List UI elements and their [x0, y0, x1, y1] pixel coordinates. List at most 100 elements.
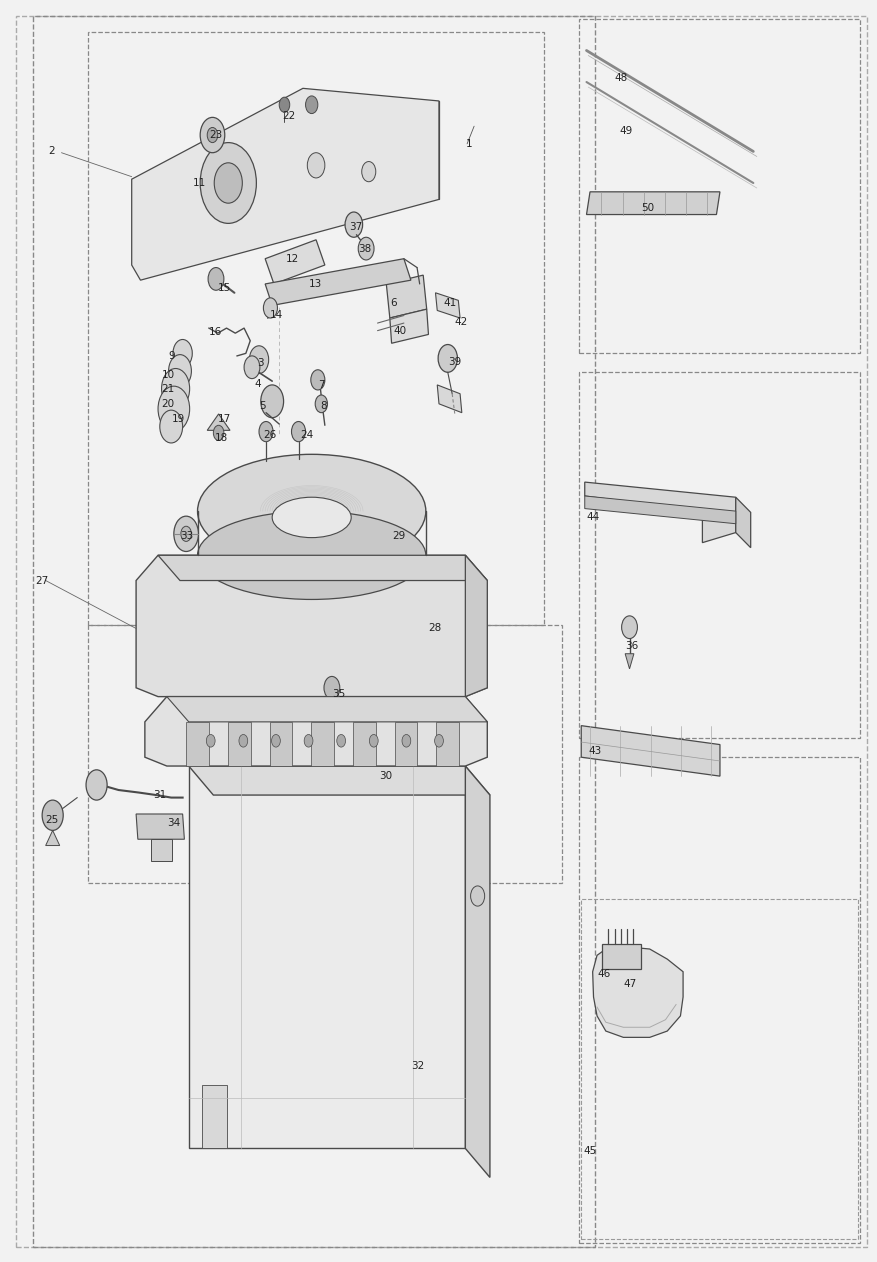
Text: 2: 2 [48, 146, 55, 156]
Circle shape [206, 734, 215, 747]
Text: 23: 23 [209, 130, 222, 140]
Polygon shape [136, 814, 184, 839]
Circle shape [200, 117, 225, 153]
Ellipse shape [197, 511, 425, 599]
Polygon shape [265, 259, 410, 305]
Text: 42: 42 [454, 317, 467, 327]
Polygon shape [584, 482, 735, 543]
Text: 31: 31 [153, 790, 167, 800]
Circle shape [369, 734, 378, 747]
Text: 34: 34 [167, 818, 180, 828]
Circle shape [263, 298, 277, 318]
Circle shape [200, 143, 256, 223]
Text: 21: 21 [161, 384, 175, 394]
Circle shape [259, 422, 273, 442]
Text: 30: 30 [379, 771, 392, 781]
Circle shape [181, 526, 191, 541]
Text: 38: 38 [358, 244, 371, 254]
Text: 43: 43 [588, 746, 601, 756]
Text: 8: 8 [320, 401, 327, 411]
Text: 12: 12 [285, 254, 298, 264]
Circle shape [324, 676, 339, 699]
Circle shape [160, 410, 182, 443]
Circle shape [173, 339, 192, 367]
Text: 10: 10 [161, 370, 175, 380]
Text: 26: 26 [263, 430, 276, 440]
Circle shape [345, 212, 362, 237]
Polygon shape [602, 944, 640, 969]
Polygon shape [207, 414, 230, 430]
Circle shape [244, 356, 260, 379]
Circle shape [249, 346, 268, 374]
Text: 4: 4 [254, 379, 261, 389]
Polygon shape [265, 240, 324, 284]
Polygon shape [311, 722, 334, 766]
Circle shape [207, 127, 217, 143]
Circle shape [279, 97, 289, 112]
Circle shape [402, 734, 410, 747]
Polygon shape [436, 722, 459, 766]
Circle shape [239, 734, 247, 747]
Text: 18: 18 [215, 433, 228, 443]
Polygon shape [735, 497, 750, 548]
Text: 17: 17 [217, 414, 231, 424]
Polygon shape [167, 697, 487, 722]
Circle shape [305, 96, 317, 114]
Polygon shape [592, 946, 682, 1037]
Text: 44: 44 [586, 512, 599, 522]
Text: 39: 39 [447, 357, 460, 367]
Polygon shape [145, 697, 487, 766]
Text: 16: 16 [209, 327, 222, 337]
Polygon shape [395, 722, 417, 766]
Ellipse shape [197, 454, 425, 568]
Circle shape [213, 425, 224, 440]
Polygon shape [186, 722, 209, 766]
Text: 40: 40 [393, 326, 406, 336]
Polygon shape [386, 275, 426, 318]
Polygon shape [465, 766, 489, 1177]
Text: 25: 25 [46, 815, 59, 825]
Polygon shape [189, 766, 489, 795]
Polygon shape [435, 293, 460, 318]
Polygon shape [136, 555, 487, 697]
Text: 33: 33 [180, 531, 193, 541]
Circle shape [438, 345, 457, 372]
Text: 45: 45 [583, 1146, 596, 1156]
Circle shape [315, 395, 327, 413]
Polygon shape [202, 1085, 226, 1148]
Text: 46: 46 [596, 969, 610, 979]
Polygon shape [228, 722, 251, 766]
Circle shape [291, 422, 305, 442]
Polygon shape [158, 555, 487, 581]
Circle shape [361, 162, 375, 182]
Circle shape [358, 237, 374, 260]
Polygon shape [46, 830, 60, 846]
Text: 7: 7 [317, 380, 324, 390]
Circle shape [161, 369, 189, 409]
Polygon shape [437, 385, 461, 413]
Text: 15: 15 [217, 283, 231, 293]
Circle shape [208, 268, 224, 290]
Text: 50: 50 [640, 203, 653, 213]
Text: 28: 28 [428, 623, 441, 634]
Text: 48: 48 [614, 73, 627, 83]
Polygon shape [269, 722, 292, 766]
Polygon shape [151, 839, 172, 861]
Circle shape [434, 734, 443, 747]
Polygon shape [465, 555, 487, 697]
Text: 32: 32 [410, 1061, 424, 1071]
Circle shape [158, 386, 189, 432]
Text: 29: 29 [392, 531, 405, 541]
Text: 9: 9 [168, 351, 175, 361]
Text: 5: 5 [259, 401, 266, 411]
Polygon shape [353, 722, 375, 766]
Text: 24: 24 [300, 430, 313, 440]
Text: 41: 41 [443, 298, 456, 308]
Text: 19: 19 [172, 414, 185, 424]
Polygon shape [584, 496, 735, 524]
Text: 49: 49 [619, 126, 632, 136]
Circle shape [303, 734, 312, 747]
Circle shape [174, 516, 198, 551]
Text: 1: 1 [465, 139, 472, 149]
Polygon shape [389, 309, 428, 343]
